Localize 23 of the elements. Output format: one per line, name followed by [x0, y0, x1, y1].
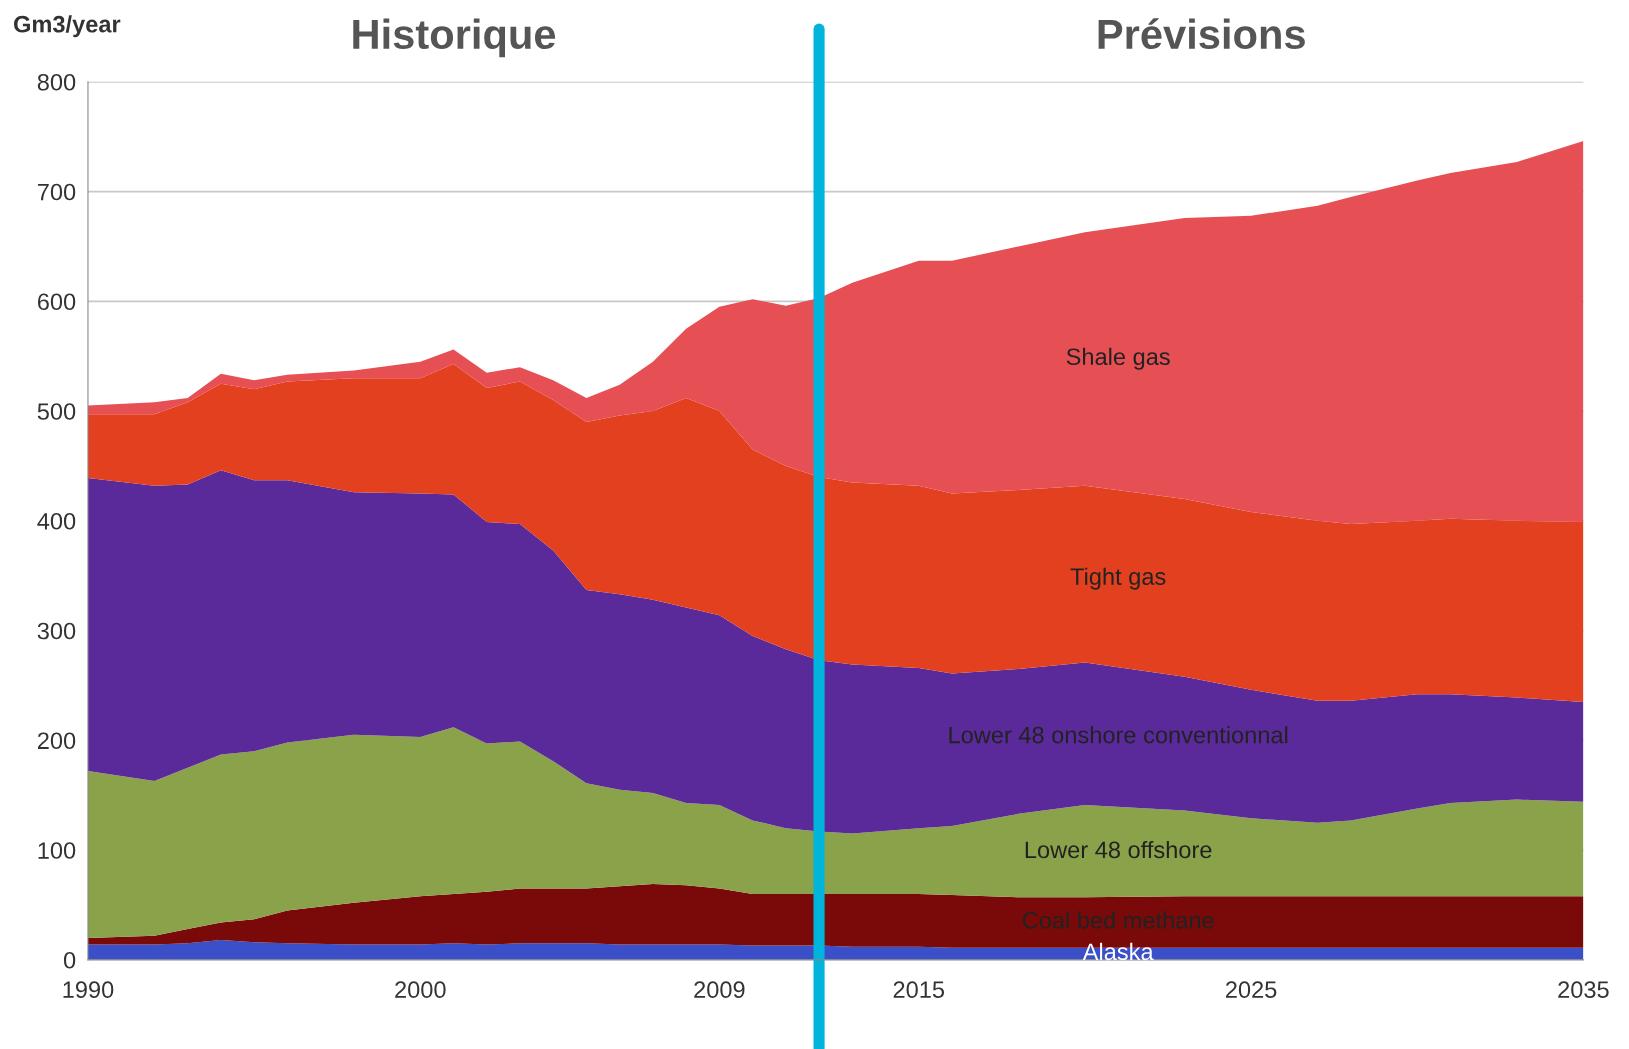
x-tick-label: 1990	[63, 981, 114, 999]
series-label: Coal bed methane	[1022, 911, 1214, 929]
y-tick-label: 200	[37, 732, 76, 750]
x-tick-label: 2000	[395, 981, 446, 999]
y-tick-label: 600	[37, 293, 76, 311]
x-tick-label: 2025	[1226, 981, 1277, 999]
series-label: Lower 48 offshore	[1025, 840, 1212, 859]
x-tick-label: 2015	[893, 981, 945, 999]
y-tick-label: 300	[37, 622, 76, 640]
y-tick-label: 700	[37, 183, 76, 201]
y-tick-label: 500	[37, 403, 76, 420]
x-tick-label: 2009	[694, 981, 745, 999]
y-tick-label: 400	[37, 512, 76, 530]
y-axis-title: Gm3/year	[14, 15, 121, 38]
text: Historique	[353, 18, 556, 58]
series-label: Lower 48 onshore conventionnal	[949, 726, 1288, 744]
y-tick-label: 0	[63, 951, 76, 969]
series-label: Shale gas	[1066, 347, 1170, 370]
y-tick-label: 800	[37, 73, 76, 91]
y-tick-label: 100	[38, 842, 76, 859]
series-label: Tight gas	[1070, 567, 1166, 590]
text: Prévisions	[1098, 18, 1305, 50]
x-tick-label: 2035	[1558, 981, 1609, 999]
